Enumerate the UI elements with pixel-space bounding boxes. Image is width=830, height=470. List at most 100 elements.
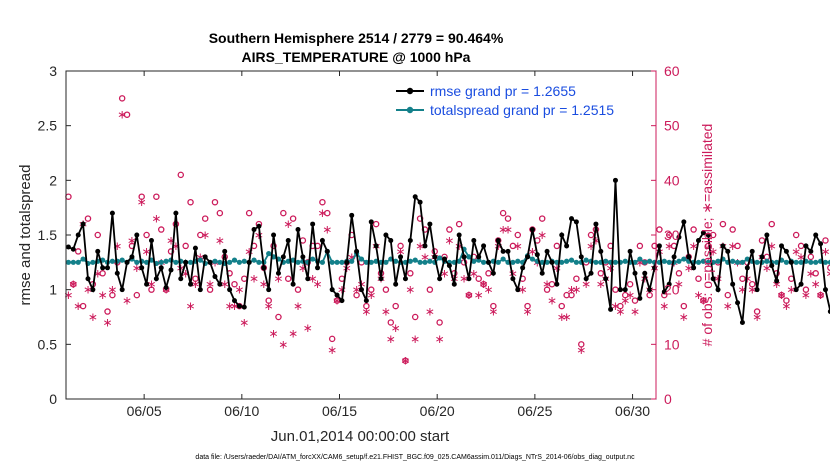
totalspread-point [559,259,565,265]
rmse-point [65,244,71,250]
obs-assimilated-point: ∗ [63,288,73,302]
totalspread-point [334,259,340,265]
y-tick-label: 2.5 [38,118,58,134]
totalspread-point [622,258,628,264]
rmse-point [612,177,618,183]
obs-assimilated-point: ∗ [186,299,196,313]
totalspread-point [197,257,203,263]
obs-assimilated-point: ∗ [435,332,445,346]
obs-possible-point [382,286,390,293]
obs-possible-point [617,302,624,310]
obs-assimilated-point: ∗ [693,288,703,302]
rmse-point [261,265,267,271]
obs-possible-point [231,280,238,288]
obs-assimilated-point: ∗ [303,321,313,335]
obs-assimilated-point: ∗ [288,326,298,340]
rmse-point [588,270,594,276]
totalspread-point [676,258,682,264]
rmse-point [70,246,76,252]
rmse-point [739,319,745,325]
obs-possible-point [621,291,629,299]
legend: rmse grand pr = 1.2655 totalspread grand… [390,81,654,121]
rmse-point [236,303,242,309]
totalspread-point [368,259,374,265]
rmse-point [100,265,106,271]
obs-possible-point [802,286,810,293]
obs-assimilated-point: ∗ [479,277,489,291]
totalspread-point [109,258,115,264]
obs-assimilated-point: ∗ [723,299,733,313]
obs-possible-point [319,198,326,206]
obs-assimilated-point: ∗ [772,277,782,291]
rmse-point [368,219,374,225]
obs-assimilated-point: ∗ [664,239,674,253]
obs-assimilated-point: ∗ [615,305,625,319]
rmse-point [510,276,516,282]
rmse-point [730,281,736,287]
obs-assimilated-point: ∗ [679,310,689,324]
obs-assimilated-point: ∗ [483,283,493,297]
obs-possible-point [465,291,473,299]
y-tick-label: 0.5 [38,336,58,352]
rmse-point [583,276,589,282]
legend-box [390,81,654,121]
rmse-point [344,259,350,265]
obs-assimilated-point: ∗ [620,294,630,308]
totalspread-point [612,259,619,265]
rmse-point [422,243,428,249]
totalspread-point [412,257,418,263]
chart-title-line2: AIRS_TEMPERATURE @ 1000 hPa [242,49,471,65]
rmse-point [735,300,741,306]
obs-possible-point [446,226,453,233]
y-axis-left: 0 0.5 1 1.5 2 2.5 3 [38,63,71,407]
totalspread-point [407,258,413,264]
totalspread-point [266,250,272,257]
obs-possible-point [94,231,102,239]
obs-assimilated-point: ∗ [791,244,801,258]
obs-assimilated-point: ∗ [98,288,108,302]
totalspread-point [739,259,746,265]
totalspread-point [134,259,140,265]
obs-assimilated-point: ∗ [767,239,777,253]
obs-assimilated-point: ∗ [190,277,200,291]
obs-possible-point [543,286,551,293]
rmse-point [285,237,291,243]
rmse-point [388,237,394,243]
rmse-point [378,276,384,282]
rmse-point [642,270,648,276]
totalspread-point [783,259,790,265]
rmse-series [65,177,830,325]
rmse-point [227,287,233,293]
totalspread-point [217,259,223,265]
obs-possible-point [157,226,165,233]
rmse-point [158,265,164,271]
right-tick-label: 30 [664,227,680,243]
obs-assimilated-point: ∗ [293,299,303,313]
totalspread-point [70,259,76,265]
totalspread-point [695,259,702,265]
obs-assimilated-point: ∗ [366,288,376,302]
obs-assimilated-point: ∗ [415,239,425,253]
obs-assimilated-point: ∗ [102,315,112,329]
obs-possible-point [411,313,419,321]
totalspread-point [143,259,150,265]
rmse-point [212,274,218,280]
obs-assimilated-point: ∗ [474,288,484,302]
obs-assimilated-point: ∗ [327,343,337,357]
obs-possible-point [724,291,732,299]
rmse-point [779,243,785,249]
obs-assimilated-point: ∗ [742,272,752,286]
obs-assimilated-point: ∗ [459,272,469,286]
obs-possible-point [436,319,443,326]
obs-assimilated-point: ∗ [347,250,357,264]
obs-assimilated-point: ∗ [635,255,645,269]
obs-assimilated-point: ∗ [625,288,635,302]
rmse-point [334,292,340,298]
obs-assimilated-point: ∗ [278,337,288,351]
obs-assimilated-point: ∗ [581,277,591,291]
obs-assimilated-point: ∗ [312,277,322,291]
obs-assimilated-point: ∗ [405,283,415,297]
obs-assimilated-point: ∗ [386,332,396,346]
legend-spread-marker [406,106,414,114]
rmse-point [139,265,145,271]
